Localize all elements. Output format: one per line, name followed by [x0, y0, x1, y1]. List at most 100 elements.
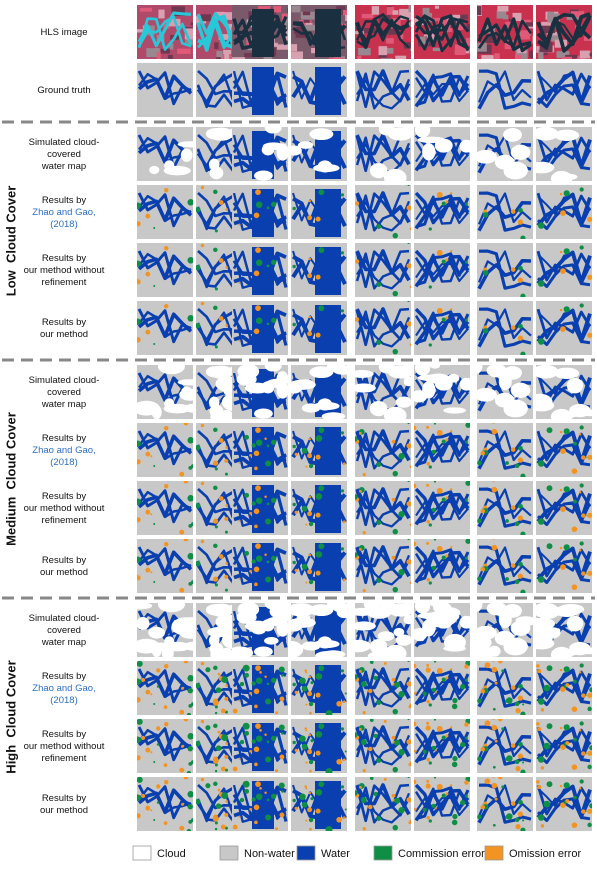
- river: [415, 500, 469, 521]
- omission: [515, 708, 521, 714]
- omission: [137, 755, 141, 761]
- commission: [340, 669, 344, 673]
- image-tile: [414, 539, 470, 593]
- tile-content: [414, 777, 470, 831]
- omission: [362, 769, 366, 773]
- omission: [560, 326, 566, 332]
- omission: [255, 723, 261, 729]
- commission: [537, 338, 545, 345]
- tile-content: [291, 777, 347, 831]
- commission: [251, 443, 256, 448]
- river: [355, 725, 410, 766]
- omission: [253, 566, 260, 573]
- commission: [477, 576, 482, 582]
- hls-patch: [432, 47, 442, 52]
- commission: [563, 306, 570, 313]
- tile-content: [137, 603, 193, 657]
- omission: [200, 243, 205, 248]
- commission: [360, 681, 367, 687]
- omission: [238, 461, 241, 464]
- tile-content: [536, 63, 592, 117]
- commission: [369, 719, 374, 722]
- omission: [391, 497, 396, 502]
- hls-patch: [481, 55, 494, 59]
- image-tile: [355, 719, 411, 773]
- commission: [325, 826, 333, 831]
- omission: [559, 430, 563, 434]
- tile-content: [536, 423, 592, 477]
- legend-swatch: [132, 845, 152, 861]
- legend-swatch: [373, 845, 393, 861]
- omission: [436, 487, 443, 494]
- commission: [318, 723, 325, 730]
- cloud: [425, 620, 447, 628]
- omission: [179, 709, 185, 715]
- omission: [315, 332, 321, 338]
- tile-content: [414, 127, 470, 181]
- cloud: [494, 392, 515, 408]
- citation: Zhao and Gao,: [32, 445, 95, 456]
- cloud: [536, 604, 561, 619]
- river: [477, 546, 532, 579]
- hls-patch: [547, 11, 555, 16]
- hls-patch: [302, 24, 316, 31]
- cloud: [369, 162, 388, 179]
- hls-patch: [169, 43, 174, 50]
- omission: [581, 809, 586, 814]
- omission: [515, 766, 521, 772]
- tile-content: [137, 127, 193, 181]
- omission: [571, 584, 578, 590]
- tile-content: [355, 539, 411, 593]
- cloud: [459, 615, 470, 629]
- omission: [238, 339, 241, 342]
- cloud: [184, 641, 193, 651]
- tile-content: [536, 661, 592, 715]
- commission: [428, 285, 432, 289]
- omission: [180, 802, 184, 806]
- image-tile: [477, 243, 533, 297]
- tile-content: [355, 63, 411, 117]
- omission: [480, 804, 486, 810]
- commission: [431, 803, 436, 808]
- omission: [578, 433, 582, 436]
- tile-content: [137, 5, 193, 59]
- commission: [501, 727, 505, 731]
- river: [355, 545, 411, 578]
- omission: [238, 281, 241, 284]
- omission: [406, 797, 411, 803]
- omission: [315, 570, 321, 576]
- river: [477, 430, 532, 463]
- cloud: [459, 377, 470, 391]
- omission: [492, 661, 495, 663]
- commission: [188, 791, 192, 794]
- commission: [214, 769, 218, 773]
- commission: [464, 498, 468, 502]
- cloud: [157, 365, 186, 375]
- tile-content: [137, 777, 193, 831]
- omission: [137, 279, 141, 285]
- commission: [369, 661, 374, 664]
- cloud: [377, 631, 395, 641]
- image-tile: [414, 185, 470, 239]
- omission: [315, 750, 321, 756]
- river: [137, 15, 192, 48]
- omission: [560, 686, 566, 692]
- commission: [255, 793, 263, 800]
- hls-patch: [434, 5, 440, 9]
- river: [355, 783, 411, 816]
- hls-patch: [435, 26, 446, 30]
- omission: [510, 563, 516, 568]
- cloud: [403, 376, 411, 387]
- omission: [510, 325, 516, 330]
- image-tile: [291, 423, 347, 477]
- omission: [434, 749, 437, 752]
- commission: [318, 305, 325, 312]
- river: [355, 725, 411, 758]
- commission: [340, 193, 344, 197]
- hls-patch: [271, 42, 278, 47]
- omission: [140, 793, 146, 799]
- commission: [318, 189, 325, 196]
- image-tile: [355, 661, 411, 715]
- cloud: [264, 127, 282, 134]
- omission: [409, 465, 411, 469]
